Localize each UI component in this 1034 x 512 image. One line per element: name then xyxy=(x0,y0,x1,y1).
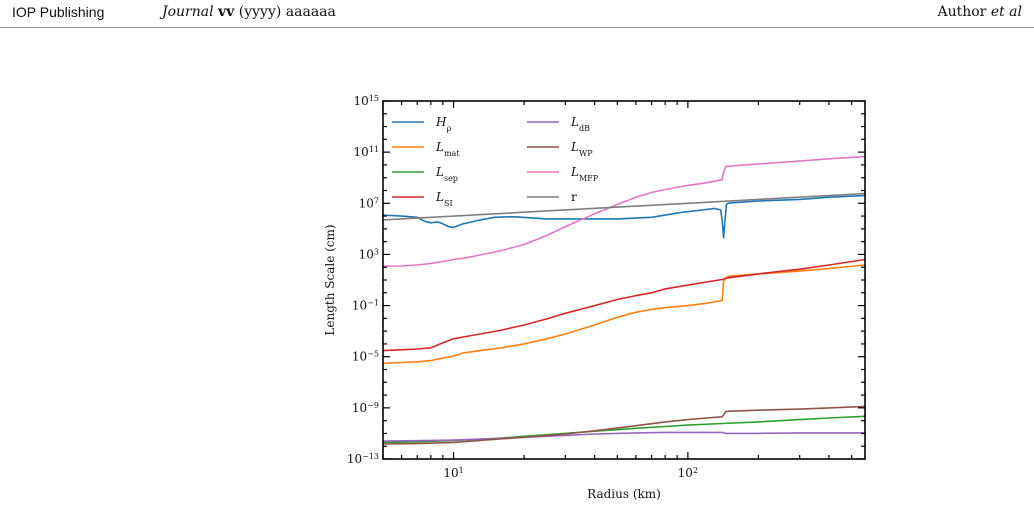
x-tick-label: 102 xyxy=(678,466,698,481)
x-tick-label-exponent: 2 xyxy=(693,466,698,475)
y-axis-label: Length Scale (cm) xyxy=(323,224,337,335)
x-tick-label-exponent: 1 xyxy=(459,466,464,475)
y-tick-label-base: 10 xyxy=(354,145,369,159)
y-tick-label-base: 10 xyxy=(352,299,367,313)
series-line-6 xyxy=(382,155,866,267)
y-tick-label: 10−1 xyxy=(352,298,379,313)
legend-label-name: H xyxy=(435,115,447,129)
legend-label-name: L xyxy=(570,115,579,129)
author-line: Author et al xyxy=(937,4,1022,20)
page-header: IOP Publishing Journal vv (yyyy) aaaaaa … xyxy=(0,0,1034,30)
series-line-2 xyxy=(382,415,866,444)
legend-label-name: L xyxy=(435,190,444,204)
legend-label-6: LMFP xyxy=(570,165,599,183)
legend-label-4: LdB xyxy=(570,115,590,133)
series-line-5 xyxy=(382,405,866,445)
series-line-1 xyxy=(382,264,866,365)
y-tick-label: 107 xyxy=(359,196,379,211)
y-tick-label: 10−13 xyxy=(347,452,379,467)
y-tick-label-base: 10 xyxy=(352,401,367,415)
legend-label-0: Hρ xyxy=(435,115,451,133)
y-tick-label-exponent: 7 xyxy=(374,196,379,205)
legend-label-subscript: ρ xyxy=(446,124,451,133)
y-tick-label: 10−9 xyxy=(352,400,379,415)
journal-reference: Journal vv (yyyy) aaaaaa xyxy=(162,4,336,20)
x-tick-label-base: 10 xyxy=(678,466,693,480)
series-line-4 xyxy=(382,431,865,442)
legend-label-3: LSI xyxy=(435,190,453,208)
x-tick-label-base: 10 xyxy=(443,466,458,480)
journal-year-pages: (yyyy) aaaaaa xyxy=(238,4,336,20)
legend-label-subscript: sep xyxy=(444,174,458,183)
series-line-3 xyxy=(382,258,866,352)
journal-volume: vv xyxy=(218,4,235,20)
y-tick-label-exponent: −9 xyxy=(367,400,379,409)
journal-name: Journal xyxy=(162,4,214,20)
legend-label-subscript: MFP xyxy=(579,174,599,183)
legend-label-name: L xyxy=(435,140,444,154)
legend-label-name: L xyxy=(570,165,579,179)
legend-label-subscript: WP xyxy=(579,149,593,158)
series-line-7 xyxy=(382,192,866,221)
y-tick-label-exponent: −5 xyxy=(367,349,379,358)
y-tick-label-exponent: −1 xyxy=(367,298,379,307)
y-tick-label: 103 xyxy=(359,247,379,262)
y-tick-label-exponent: 15 xyxy=(369,94,379,103)
series-line-0 xyxy=(382,194,866,239)
author-etal: et al xyxy=(990,4,1022,20)
y-tick-label: 10−5 xyxy=(352,349,379,364)
legend-label-2: Lsep xyxy=(435,165,458,183)
legend-label-name: L xyxy=(435,165,444,179)
publisher-name: IOP Publishing xyxy=(12,4,105,20)
axis-ticks xyxy=(382,100,865,460)
legend-label-5: LWP xyxy=(570,140,593,158)
y-tick-label-exponent: −13 xyxy=(362,452,379,461)
y-tick-label: 1015 xyxy=(354,94,379,109)
y-tick-label-base: 10 xyxy=(354,94,369,108)
legend-label-name: L xyxy=(570,140,579,154)
y-tick-label-exponent: 3 xyxy=(374,247,379,256)
y-tick-label-base: 10 xyxy=(359,247,374,261)
legend-label-subscript: dB xyxy=(579,124,590,133)
x-tick-label: 101 xyxy=(443,466,463,481)
x-axis-label: Radius (km) xyxy=(587,487,661,501)
y-tick-label-base: 10 xyxy=(352,350,367,364)
legend-label-subscript: SI xyxy=(444,199,453,208)
legend-label-1: Lmat xyxy=(435,140,460,158)
header-rule xyxy=(0,27,1034,28)
y-tick-label-exponent: 11 xyxy=(369,145,379,154)
legend-label-subscript: mat xyxy=(444,149,460,158)
y-tick-label-base: 10 xyxy=(347,452,362,466)
legend-label-7: r xyxy=(571,190,577,204)
y-tick-label: 1011 xyxy=(354,145,379,160)
y-tick-label-base: 10 xyxy=(359,196,374,210)
author-name: Author xyxy=(937,4,987,20)
legend-label-name: r xyxy=(571,190,577,204)
plot-lines xyxy=(382,155,866,445)
